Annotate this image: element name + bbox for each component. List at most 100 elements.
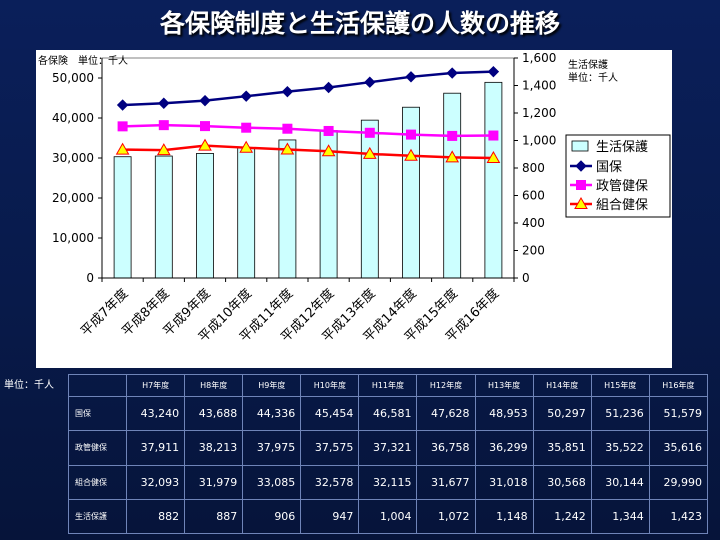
- table-cell: 38,213: [184, 430, 244, 466]
- legend-marker: [575, 160, 587, 172]
- point-kumiai-5: [280, 142, 295, 155]
- table-cell: 46,581: [358, 395, 418, 432]
- table-header-cell: H10年度: [300, 374, 360, 397]
- y-left-tick-label: 0: [86, 271, 94, 285]
- table-cell: 906: [242, 498, 302, 535]
- bar-2: [154, 155, 173, 279]
- table-header-cell: H8年度: [184, 374, 244, 397]
- point-seikan-3: [200, 121, 210, 132]
- point-seikan-5: [282, 123, 293, 134]
- point-kokuho-6: [322, 81, 335, 94]
- right-axis-label: 生活保護: [568, 58, 608, 71]
- table-cell: 50,297: [532, 395, 592, 432]
- y-right-tick-label: 1,600: [522, 51, 556, 65]
- point-kumiai-3: [198, 138, 212, 151]
- legend-label: 生活保護: [596, 139, 648, 155]
- table-cell: 35,851: [532, 430, 592, 466]
- table-cell: 43,688: [184, 395, 244, 432]
- point-kumiai-10: [486, 151, 501, 164]
- point-kokuho-7: [364, 76, 376, 88]
- table-cell: 37,575: [300, 430, 360, 466]
- table-corner-cell: [67, 374, 128, 397]
- table-cell: 51,236: [590, 395, 650, 432]
- point-kokuho-4: [240, 90, 252, 102]
- series-line-kokuho: [122, 70, 494, 107]
- table-cell: 30,144: [590, 464, 650, 500]
- table-cell: 36,299: [474, 430, 534, 466]
- bar-9: [443, 92, 462, 279]
- y-right-tick-label: 200: [522, 244, 545, 258]
- table-cell: 1,072: [416, 498, 476, 535]
- point-kumiai-1: [115, 142, 130, 155]
- point-seikan-7: [364, 127, 375, 138]
- table-cell: 47,628: [416, 395, 476, 432]
- table-cell: 947: [300, 498, 360, 535]
- table-cell: 1,148: [474, 498, 534, 535]
- table-header-cell: H15年度: [590, 374, 650, 397]
- y-left-tick-label: 40,000: [52, 111, 94, 125]
- table-cell: 31,979: [184, 464, 244, 500]
- y-right-tick-label: 0: [522, 271, 530, 285]
- table-row: 政管健保 37,911 38,213 37,975 37,575 37,321 36,758…: [67, 430, 709, 466]
- right-axis-unit: 単位：千人: [568, 71, 618, 84]
- bar-10: [484, 81, 503, 279]
- bar-5: [278, 139, 297, 279]
- table-cell: 32,093: [126, 464, 186, 500]
- table-cell: 1,344: [590, 498, 650, 535]
- point-kumiai-2: [156, 143, 171, 156]
- y-left-tick-label: 20,000: [52, 191, 94, 205]
- slide-title: 各保険制度と生活保護の人数の推移: [159, 9, 560, 38]
- left-axis-label: 各保険 単位：千人: [38, 54, 128, 67]
- point-kokuho-9: [446, 67, 458, 79]
- bar-7: [360, 119, 379, 279]
- table-cell: 35,522: [590, 430, 650, 466]
- table-cell: 36,758: [416, 430, 476, 466]
- point-kumiai-6: [321, 144, 336, 157]
- table-cell: 32,115: [358, 464, 418, 500]
- y-left-tick-label: 50,000: [52, 71, 94, 85]
- legend-label: 組合健保: [596, 198, 648, 213]
- table-row-label: 生活保護: [67, 498, 128, 535]
- table-header-cell: H12年度: [416, 374, 476, 397]
- point-kokuho-8: [405, 71, 417, 83]
- table-header-cell: H9年度: [242, 374, 302, 397]
- table-cell: 45,454: [300, 395, 360, 432]
- table-row-label: 組合健保: [67, 464, 128, 500]
- table-row: 国保 43,240 43,688 44,336 45,454 46,581 47,628 48…: [67, 395, 709, 432]
- table-cell: 37,911: [126, 430, 186, 466]
- table-cell: 32,578: [300, 464, 360, 500]
- y-right-tick-label: 800: [522, 161, 545, 175]
- table-row: 生活保護 882 887 906 947 1,004 1,072 1,148 1,242 1,34…: [67, 498, 709, 535]
- point-kumiai-9: [445, 150, 460, 163]
- y-left-tick-label: 10,000: [52, 231, 94, 245]
- point-seikan-1: [117, 121, 128, 132]
- table-header-cell: H13年度: [474, 374, 534, 397]
- point-kokuho-5: [281, 85, 294, 98]
- data-table: H7年度 H8年度 H9年度 H10年度 H11年度 H12年度 H13年度 H14年度 H15…: [67, 374, 709, 535]
- legend-marker: [576, 180, 586, 190]
- y-right-tick-label: 400: [522, 216, 545, 230]
- point-seikan-9: [447, 130, 458, 141]
- chart-area: 0 10,000 20,000 30,000 40,000 50,000 0 200 400 60…: [36, 50, 672, 368]
- point-kumiai-4: [239, 140, 254, 153]
- table-cell: 1,242: [532, 498, 592, 535]
- table-cell: 37,321: [358, 430, 418, 466]
- table-row-label: 政管健保: [67, 430, 128, 466]
- y-right-tick-label: 1,200: [522, 106, 556, 120]
- point-seikan-10: [488, 130, 499, 141]
- point-kumiai-7: [362, 146, 377, 159]
- table-cell: 48,953: [474, 395, 534, 432]
- point-kokuho-2: [158, 97, 170, 109]
- table-cell: 30,568: [532, 464, 592, 500]
- point-kokuho-10: [487, 65, 500, 78]
- legend-label: 政管健保: [596, 179, 648, 194]
- y-left-tick-label: 30,000: [52, 151, 94, 165]
- series-line-kumiai: [122, 144, 494, 160]
- table-cell: 882: [126, 498, 186, 535]
- table-header-cell: H16年度: [648, 374, 709, 397]
- table-header-cell: H11年度: [358, 374, 418, 397]
- bar-4: [237, 147, 256, 279]
- bar-3: [196, 153, 214, 279]
- table-cell: 31,018: [474, 464, 534, 500]
- table-header-cell: H7年度: [126, 374, 186, 397]
